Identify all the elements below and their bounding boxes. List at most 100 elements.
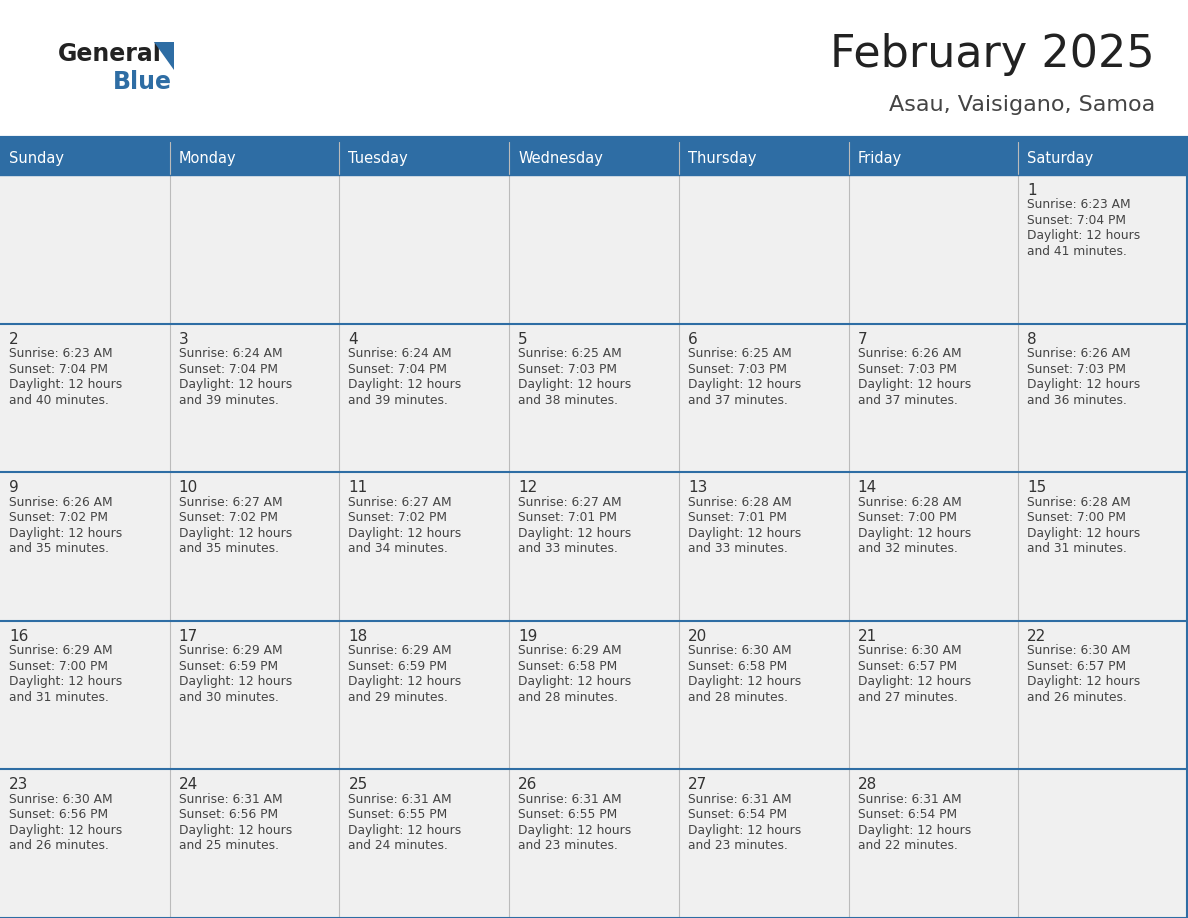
Text: Sunset: 7:03 PM: Sunset: 7:03 PM [688,363,786,375]
Text: and 27 minutes.: and 27 minutes. [858,691,958,704]
Text: 21: 21 [858,629,877,644]
Text: Sunset: 6:58 PM: Sunset: 6:58 PM [688,660,788,673]
Text: Daylight: 12 hours: Daylight: 12 hours [858,676,971,688]
Text: Sunset: 7:04 PM: Sunset: 7:04 PM [1028,214,1126,227]
Text: Sunrise: 6:25 AM: Sunrise: 6:25 AM [518,347,621,360]
Polygon shape [154,42,173,70]
Text: Sunrise: 6:29 AM: Sunrise: 6:29 AM [348,644,453,657]
Bar [510,324,678,472]
Text: 17: 17 [178,629,198,644]
Text: Sunset: 6:59 PM: Sunset: 6:59 PM [178,660,278,673]
Text: Daylight: 12 hours: Daylight: 12 hours [1028,527,1140,540]
Bar [678,769,848,918]
Bar [340,175,510,324]
Bar [0,472,170,621]
Text: Sunrise: 6:26 AM: Sunrise: 6:26 AM [10,496,113,509]
Bar [510,472,678,621]
Bar [510,621,678,769]
Text: and 37 minutes.: and 37 minutes. [688,394,788,407]
Text: Daylight: 12 hours: Daylight: 12 hours [518,527,631,540]
Text: Sunrise: 6:31 AM: Sunrise: 6:31 AM [518,793,621,806]
Text: Wednesday: Wednesday [518,151,604,165]
Text: Sunset: 7:02 PM: Sunset: 7:02 PM [348,511,448,524]
Text: and 31 minutes.: and 31 minutes. [10,691,109,704]
Text: Monday: Monday [178,151,236,165]
Text: 14: 14 [858,480,877,495]
Bar [1018,621,1188,769]
Text: Sunset: 7:04 PM: Sunset: 7:04 PM [10,363,108,375]
Text: Sunrise: 6:30 AM: Sunrise: 6:30 AM [1028,644,1131,657]
Bar [848,621,1018,769]
Text: 15: 15 [1028,480,1047,495]
Text: Daylight: 12 hours: Daylight: 12 hours [348,527,462,540]
Text: Sunrise: 6:30 AM: Sunrise: 6:30 AM [688,644,791,657]
Text: Sunset: 7:01 PM: Sunset: 7:01 PM [518,511,617,524]
Text: 11: 11 [348,480,367,495]
Text: Sunrise: 6:30 AM: Sunrise: 6:30 AM [858,644,961,657]
Text: and 40 minutes.: and 40 minutes. [10,394,109,407]
Bar [0,769,170,918]
Text: and 26 minutes.: and 26 minutes. [1028,691,1127,704]
Text: Daylight: 12 hours: Daylight: 12 hours [10,823,122,837]
Text: and 26 minutes.: and 26 minutes. [10,839,109,853]
Bar [1018,175,1188,324]
Text: and 33 minutes.: and 33 minutes. [518,543,618,555]
Text: Sunrise: 6:28 AM: Sunrise: 6:28 AM [688,496,791,509]
Text: 3: 3 [178,331,189,347]
Text: Daylight: 12 hours: Daylight: 12 hours [348,378,462,391]
Text: and 41 minutes.: and 41 minutes. [1028,245,1127,258]
Text: 28: 28 [858,778,877,792]
Text: 27: 27 [688,778,707,792]
Bar [340,769,510,918]
Bar [0,324,170,472]
Text: Sunset: 7:00 PM: Sunset: 7:00 PM [10,660,108,673]
Text: and 28 minutes.: and 28 minutes. [688,691,788,704]
Text: Sunset: 7:03 PM: Sunset: 7:03 PM [518,363,617,375]
Text: Daylight: 12 hours: Daylight: 12 hours [858,378,971,391]
Text: Blue: Blue [113,70,172,94]
Text: Sunrise: 6:29 AM: Sunrise: 6:29 AM [10,644,113,657]
Text: Sunset: 7:00 PM: Sunset: 7:00 PM [858,511,956,524]
Text: Daylight: 12 hours: Daylight: 12 hours [518,378,631,391]
Text: Daylight: 12 hours: Daylight: 12 hours [1028,230,1140,242]
Bar [678,324,848,472]
Text: and 23 minutes.: and 23 minutes. [688,839,788,853]
Text: 2: 2 [10,331,19,347]
Text: Sunset: 7:04 PM: Sunset: 7:04 PM [178,363,278,375]
Text: Daylight: 12 hours: Daylight: 12 hours [178,527,292,540]
Text: 12: 12 [518,480,537,495]
Text: and 22 minutes.: and 22 minutes. [858,839,958,853]
Bar [170,769,340,918]
Text: Sunrise: 6:26 AM: Sunrise: 6:26 AM [1028,347,1131,360]
Bar [510,175,678,324]
Bar [678,141,848,175]
Text: and 25 minutes.: and 25 minutes. [178,839,279,853]
Text: and 39 minutes.: and 39 minutes. [348,394,448,407]
Text: Sunrise: 6:31 AM: Sunrise: 6:31 AM [348,793,453,806]
Text: February 2025: February 2025 [830,33,1155,76]
Text: Sunset: 7:02 PM: Sunset: 7:02 PM [10,511,108,524]
Bar [848,175,1018,324]
Text: Sunrise: 6:25 AM: Sunrise: 6:25 AM [688,347,791,360]
Text: Saturday: Saturday [1028,151,1093,165]
Bar [1018,141,1188,175]
Text: Sunrise: 6:31 AM: Sunrise: 6:31 AM [178,793,283,806]
Text: Sunrise: 6:29 AM: Sunrise: 6:29 AM [178,644,283,657]
Text: 18: 18 [348,629,367,644]
Text: Daylight: 12 hours: Daylight: 12 hours [858,527,971,540]
Text: and 33 minutes.: and 33 minutes. [688,543,788,555]
Text: Sunrise: 6:27 AM: Sunrise: 6:27 AM [178,496,283,509]
Bar [678,472,848,621]
Text: and 31 minutes.: and 31 minutes. [1028,543,1127,555]
Bar [678,175,848,324]
Bar [848,324,1018,472]
Text: Sunrise: 6:23 AM: Sunrise: 6:23 AM [1028,198,1131,211]
Text: Sunset: 6:57 PM: Sunset: 6:57 PM [858,660,956,673]
Bar [510,141,678,175]
Text: Sunrise: 6:28 AM: Sunrise: 6:28 AM [858,496,961,509]
Text: Sunrise: 6:31 AM: Sunrise: 6:31 AM [688,793,791,806]
Text: Daylight: 12 hours: Daylight: 12 hours [1028,378,1140,391]
Bar [170,472,340,621]
Bar [848,769,1018,918]
Text: Daylight: 12 hours: Daylight: 12 hours [178,823,292,837]
